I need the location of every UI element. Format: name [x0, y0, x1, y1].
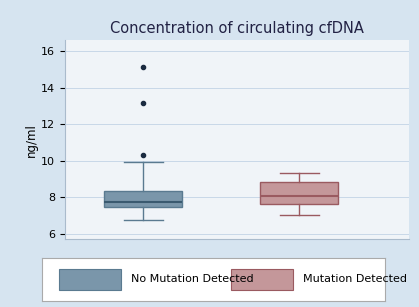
Y-axis label: ng/ml: ng/ml [25, 123, 38, 157]
Text: Mutation Detected: Mutation Detected [303, 274, 407, 284]
PathPatch shape [260, 182, 338, 204]
FancyBboxPatch shape [59, 269, 121, 290]
Title: Concentration of circulating cfDNA: Concentration of circulating cfDNA [110, 21, 364, 36]
Text: No Mutation Detected: No Mutation Detected [131, 274, 254, 284]
FancyBboxPatch shape [231, 269, 293, 290]
PathPatch shape [104, 191, 182, 208]
